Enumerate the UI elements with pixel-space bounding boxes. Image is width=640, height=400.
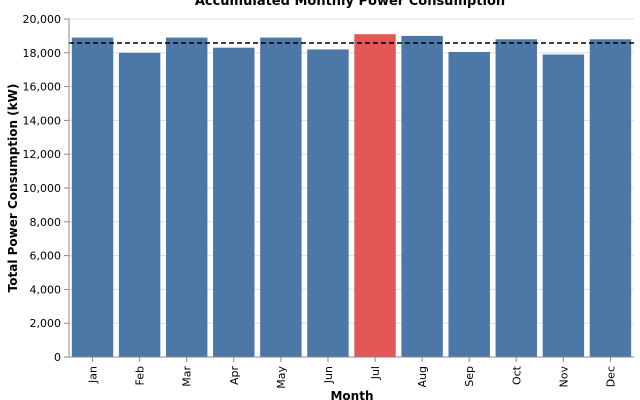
bar-nov	[542, 54, 585, 358]
x-tick-label: Jul	[369, 366, 382, 380]
y-tick-label: 8,000	[30, 216, 62, 229]
y-tick-label: 14,000	[23, 114, 62, 127]
x-tick-label: May	[275, 366, 288, 389]
x-axis-title: Month	[330, 389, 373, 400]
bars	[71, 34, 632, 358]
y-tick-label: 4,000	[30, 283, 62, 296]
bar-jun	[307, 49, 349, 358]
x-tick-label: Nov	[557, 366, 570, 388]
axes: 0 2,000 4,000 6,000 8,000 10,000 12,000 14,000 1…	[23, 13, 634, 389]
x-tick-label: Jan	[87, 366, 100, 384]
y-tick-label: 0	[54, 351, 61, 364]
x-tick-label: Jun	[322, 366, 335, 384]
y-tick-label: 10,000	[23, 182, 62, 195]
y-tick-label: 20,000	[23, 13, 62, 26]
x-tick-label: Sep	[463, 366, 476, 387]
bar-dec	[589, 39, 632, 357]
bar-oct	[495, 39, 538, 357]
bar-apr	[213, 47, 255, 357]
x-tick-label: Feb	[134, 366, 147, 385]
y-tick-label: 16,000	[23, 81, 62, 94]
y-tick-label: 18,000	[23, 47, 62, 60]
grid-lines	[69, 18, 634, 358]
bar-mar	[165, 37, 208, 358]
x-tick-label: Aug	[416, 366, 429, 387]
bar-aug	[401, 35, 443, 358]
x-tick-label: Apr	[228, 366, 241, 386]
y-tick-label: 2,000	[30, 317, 62, 330]
y-axis-title: Total Power Consumption (kW)	[6, 84, 20, 293]
x-tick-label: Dec	[604, 366, 617, 387]
x-tick-label: Mar	[181, 366, 194, 387]
bar-feb	[118, 52, 161, 358]
bar-jul	[354, 34, 396, 358]
bar-sep	[448, 51, 490, 358]
y-tick-label: 6,000	[30, 250, 62, 263]
bar-jan	[71, 37, 114, 358]
x-tick-label: Oct	[510, 365, 523, 385]
chart-title: Accumulated Monthly Power Consumption	[195, 0, 505, 9]
y-tick-label: 12,000	[23, 148, 62, 161]
bar-may	[260, 37, 302, 358]
